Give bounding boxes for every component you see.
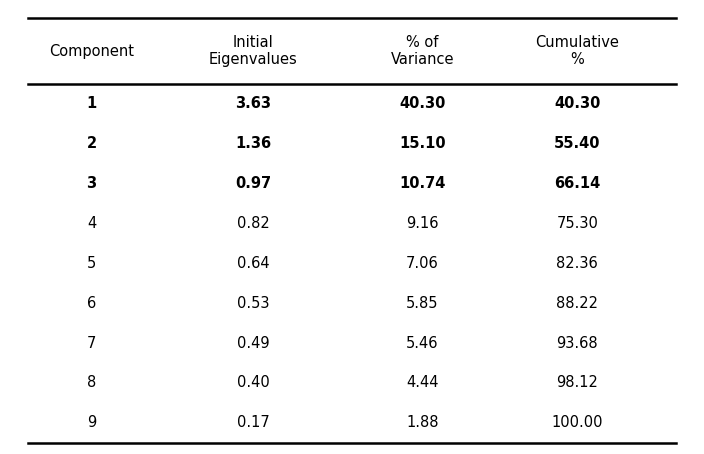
- Text: 3: 3: [87, 176, 96, 191]
- Text: 40.30: 40.30: [554, 96, 601, 111]
- Text: 2: 2: [87, 136, 96, 151]
- Text: 8: 8: [87, 375, 96, 390]
- Text: 5.46: 5.46: [406, 336, 439, 350]
- Text: 10.74: 10.74: [399, 176, 446, 191]
- Text: 75.30: 75.30: [556, 216, 598, 231]
- Text: Component: Component: [49, 44, 134, 59]
- Text: 93.68: 93.68: [556, 336, 598, 350]
- Text: 82.36: 82.36: [556, 256, 598, 271]
- Text: 66.14: 66.14: [554, 176, 601, 191]
- Text: 0.64: 0.64: [237, 256, 270, 271]
- Text: 100.00: 100.00: [551, 415, 603, 430]
- Text: 4: 4: [87, 216, 96, 231]
- Text: 9.16: 9.16: [406, 216, 439, 231]
- Text: 0.40: 0.40: [237, 375, 270, 390]
- Text: 15.10: 15.10: [399, 136, 446, 151]
- Text: 88.22: 88.22: [556, 296, 598, 311]
- Text: 4.44: 4.44: [406, 375, 439, 390]
- Text: 98.12: 98.12: [556, 375, 598, 390]
- Text: 0.53: 0.53: [237, 296, 270, 311]
- Text: 0.82: 0.82: [237, 216, 270, 231]
- Text: 0.49: 0.49: [237, 336, 270, 350]
- Text: 3.63: 3.63: [235, 96, 272, 111]
- Text: 7.06: 7.06: [406, 256, 439, 271]
- Text: Initial
Eigenvalues: Initial Eigenvalues: [209, 35, 298, 67]
- Text: 1.88: 1.88: [406, 415, 439, 430]
- Text: 9: 9: [87, 415, 96, 430]
- Text: % of
Variance: % of Variance: [391, 35, 454, 67]
- Text: 1.36: 1.36: [235, 136, 272, 151]
- Text: 5: 5: [87, 256, 96, 271]
- Text: 5.85: 5.85: [406, 296, 439, 311]
- Text: 40.30: 40.30: [399, 96, 446, 111]
- Text: 1: 1: [87, 96, 96, 111]
- Text: 0.17: 0.17: [237, 415, 270, 430]
- Text: 7: 7: [87, 336, 96, 350]
- Text: 6: 6: [87, 296, 96, 311]
- Text: 55.40: 55.40: [554, 136, 601, 151]
- Text: 0.97: 0.97: [235, 176, 272, 191]
- Text: Cumulative
%: Cumulative %: [535, 35, 620, 67]
